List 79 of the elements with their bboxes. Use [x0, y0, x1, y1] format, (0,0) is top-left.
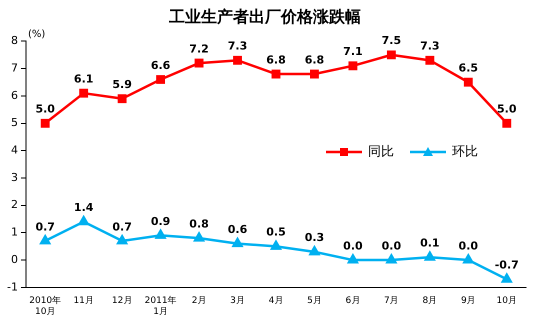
data-label: 0.0 [382, 239, 402, 252]
y-axis-title: (%) [28, 28, 46, 40]
y-tick-label: 4 [10, 143, 18, 156]
x-tick-label: 7月 [384, 296, 399, 306]
x-tick-label: 6月 [346, 296, 360, 306]
x-tick-label: 10月 [496, 296, 517, 306]
x-tick-label: 4月 [268, 296, 284, 306]
y-tick-label: 7 [10, 61, 18, 74]
data-label: 6.8 [266, 53, 286, 66]
data-label: 0.9 [150, 214, 170, 228]
x-tick-label: 2010年 10月 [29, 295, 62, 317]
data-label: 0.7 [112, 220, 132, 234]
y-tick-label: 3 [10, 170, 18, 184]
data-label: 7.3 [420, 40, 440, 53]
x-tick-label: 11月 [73, 296, 94, 306]
point [386, 254, 397, 264]
y-tick-label: 0 [10, 252, 18, 266]
point [116, 235, 128, 244]
point [194, 232, 204, 242]
data-label: 6.8 [304, 53, 324, 66]
data-label: 7.2 [189, 42, 209, 56]
data-label: 5.0 [35, 102, 56, 116]
point [464, 78, 473, 87]
x-tick-label: 9月 [460, 296, 476, 306]
data-label: 7.3 [228, 40, 248, 53]
legend-label: 环比 [452, 144, 478, 160]
data-label: 0.8 [189, 218, 209, 231]
x-tick-label: 3月 [230, 296, 245, 306]
point [233, 56, 242, 65]
legend-label: 同比 [368, 144, 394, 160]
data-label: 5.0 [497, 102, 517, 116]
data-label: 0.5 [266, 226, 286, 239]
point [118, 94, 127, 104]
y-tick-label: 1 [10, 226, 18, 239]
point [232, 238, 243, 248]
y-tick-label: 6 [10, 88, 18, 102]
point [463, 254, 474, 264]
point [156, 75, 166, 84]
data-label: -0.7 [494, 258, 519, 272]
y-tick-label: -1 [7, 280, 18, 294]
point [425, 56, 434, 65]
data-label: 0.0 [343, 239, 363, 252]
point [79, 88, 88, 98]
data-label: 0.1 [420, 236, 440, 250]
point [424, 252, 435, 261]
x-tick-label: 2月 [192, 296, 206, 306]
point [348, 254, 358, 264]
x-tick-label: 12月 [112, 296, 132, 306]
point [386, 50, 396, 60]
point [270, 240, 282, 250]
point [309, 246, 320, 256]
point [502, 273, 512, 283]
point [78, 216, 89, 226]
data-label: 0.7 [35, 220, 55, 234]
data-label: 0.6 [228, 222, 248, 236]
data-label: 7.5 [382, 34, 402, 48]
data-label: 0.3 [304, 231, 324, 244]
point [348, 61, 358, 70]
point [502, 118, 512, 128]
point [40, 235, 50, 244]
x-tick-label: 8月 [422, 296, 438, 306]
point [40, 118, 50, 128]
point [272, 70, 280, 78]
x-tick-label: 2011年 1月 [144, 295, 177, 317]
data-label: 5.9 [112, 78, 132, 92]
data-label: 1.4 [74, 201, 94, 214]
data-label: 7.1 [343, 45, 363, 58]
y-tick-label: 5 [10, 116, 18, 130]
data-label: 0.0 [458, 239, 478, 252]
point [194, 58, 204, 68]
x-tick-label: 5月 [307, 296, 322, 306]
y-tick-label: 2 [10, 198, 18, 212]
point [155, 230, 166, 239]
chart-title: 工业生产者出厂价格涨跌幅 [168, 6, 361, 26]
point [310, 70, 319, 78]
data-label: 6.6 [150, 58, 171, 72]
data-label: 6.1 [74, 72, 94, 86]
y-tick-label: 8 [10, 34, 18, 48]
data-label: 6.5 [458, 62, 478, 75]
